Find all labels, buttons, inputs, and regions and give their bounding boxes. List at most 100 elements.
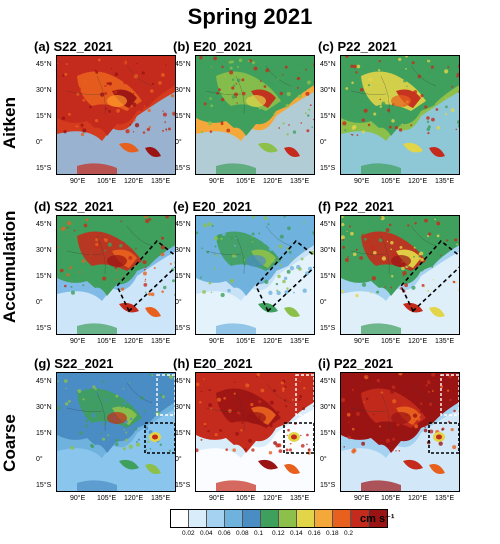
- map-panel: [340, 55, 460, 175]
- lon-tick-label: 120°E: [263, 178, 283, 185]
- lat-tick-label: 45°N: [36, 221, 52, 228]
- lat-tick-label: 15°N: [36, 113, 52, 120]
- lat-tick-label: 30°N: [36, 404, 52, 411]
- lat-tick-label: 45°N: [320, 378, 336, 385]
- lat-tick-label: 30°N: [36, 87, 52, 94]
- colorbar-tick-label: 0.16: [308, 530, 321, 537]
- lon-tick-label: 90°E: [70, 495, 86, 502]
- colorbar-swatch: [189, 510, 207, 527]
- colorbar-swatch: [351, 510, 369, 527]
- lat-tick-label: 15°N: [36, 430, 52, 437]
- lat-tick-label: 0°: [175, 139, 182, 146]
- lat-tick-label: 0°: [36, 139, 43, 146]
- colorbar-swatch: [261, 510, 279, 527]
- colorbar-unit: cm s⁻¹: [360, 513, 395, 525]
- map-panel: [56, 55, 176, 175]
- lat-tick-label: 45°N: [175, 378, 191, 385]
- lon-tick-label: 105°E: [236, 178, 256, 185]
- colorbar-tick-label: 0.08: [236, 530, 249, 537]
- panel-label: (c) P22_2021: [318, 39, 397, 54]
- panel-label: (g) S22_2021: [34, 356, 114, 371]
- lon-tick-label: 90°E: [70, 178, 86, 185]
- map-panel: [340, 215, 460, 335]
- lat-tick-label: 15°S: [36, 482, 52, 489]
- lat-tick-label: 15°S: [36, 325, 52, 332]
- map-panel: [195, 372, 315, 492]
- lat-tick-label: 45°N: [320, 61, 336, 68]
- panel-label: (e) E20_2021: [173, 199, 252, 214]
- panel-label: (b) E20_2021: [173, 39, 253, 54]
- lat-tick-label: 0°: [36, 456, 43, 463]
- colorbar-tick-label: 0.18: [326, 530, 339, 537]
- lon-tick-label: 120°E: [263, 338, 283, 345]
- colorbar-tick-label: 0.2: [344, 530, 354, 537]
- lon-tick-label: 105°E: [381, 495, 401, 502]
- lat-tick-label: 30°N: [320, 87, 336, 94]
- lon-tick-label: 105°E: [381, 338, 401, 345]
- lat-tick-label: 0°: [320, 139, 327, 146]
- lon-tick-label: 120°E: [124, 178, 144, 185]
- lat-tick-label: 15°N: [36, 273, 52, 280]
- lon-tick-label: 135°E: [151, 178, 171, 185]
- lon-tick-label: 135°E: [290, 178, 310, 185]
- lon-tick-label: 90°E: [209, 495, 225, 502]
- lat-tick-label: 45°N: [175, 221, 191, 228]
- lat-tick-label: 15°S: [36, 165, 52, 172]
- lon-tick-label: 105°E: [97, 495, 117, 502]
- lon-tick-label: 120°E: [124, 495, 144, 502]
- lon-tick-label: 135°E: [151, 338, 171, 345]
- lat-tick-label: 30°N: [175, 87, 191, 94]
- colorbar-swatch: [315, 510, 333, 527]
- lon-tick-label: 90°E: [354, 338, 370, 345]
- lat-tick-label: 15°S: [320, 165, 336, 172]
- map-panel: [56, 215, 176, 335]
- lat-tick-label: 30°N: [175, 404, 191, 411]
- panel-label: (f) P22_2021: [318, 199, 394, 214]
- colorbar-swatch: [369, 510, 387, 527]
- lon-tick-label: 90°E: [209, 178, 225, 185]
- row-label-aitken: Aitken: [0, 97, 19, 149]
- colorbar-swatch: [279, 510, 297, 527]
- colorbar-swatch: [333, 510, 351, 527]
- colorbar-swatch: [171, 510, 189, 527]
- colorbar-tick-label: 0.06: [218, 530, 231, 537]
- lat-tick-label: 45°N: [36, 378, 52, 385]
- lon-tick-label: 105°E: [236, 495, 256, 502]
- lat-tick-label: 15°S: [175, 482, 191, 489]
- lon-tick-label: 105°E: [97, 338, 117, 345]
- lon-tick-label: 105°E: [381, 178, 401, 185]
- lon-tick-label: 135°E: [435, 495, 455, 502]
- lon-tick-label: 135°E: [151, 495, 171, 502]
- lat-tick-label: 30°N: [175, 247, 191, 254]
- lon-tick-label: 120°E: [263, 495, 283, 502]
- lat-tick-label: 15°S: [175, 165, 191, 172]
- lat-tick-label: 15°N: [175, 273, 191, 280]
- lat-tick-label: 30°N: [36, 247, 52, 254]
- colorbar-swatch: [297, 510, 315, 527]
- lon-tick-label: 90°E: [70, 338, 86, 345]
- lat-tick-label: 15°S: [175, 325, 191, 332]
- lat-tick-label: 0°: [175, 299, 182, 306]
- lon-tick-label: 120°E: [408, 495, 428, 502]
- colorbar-tick-label: 0.04: [200, 530, 213, 537]
- panel-label: (a) S22_2021: [34, 39, 113, 54]
- lat-tick-label: 0°: [36, 299, 43, 306]
- lat-tick-label: 45°N: [175, 61, 191, 68]
- map-panel: [195, 215, 315, 335]
- lon-tick-label: 135°E: [435, 178, 455, 185]
- colorbar-tick-label: 0.14: [290, 530, 303, 537]
- lat-tick-label: 15°N: [320, 113, 336, 120]
- lat-tick-label: 0°: [320, 299, 327, 306]
- lon-tick-label: 120°E: [124, 338, 144, 345]
- colorbar-swatch: [243, 510, 261, 527]
- colorbar-tick-label: 0.1: [254, 530, 264, 537]
- panel-label: (i) P22_2021: [318, 356, 394, 371]
- lon-tick-label: 120°E: [408, 178, 428, 185]
- figure-title: Spring 2021: [187, 4, 313, 29]
- map-panel: [340, 372, 460, 492]
- panel-label: (h) E20_2021: [173, 356, 253, 371]
- map-panel: [195, 55, 315, 175]
- colorbar-tick-label: 0.12: [272, 530, 285, 537]
- lat-tick-label: 30°N: [320, 247, 336, 254]
- lat-tick-label: 45°N: [36, 61, 52, 68]
